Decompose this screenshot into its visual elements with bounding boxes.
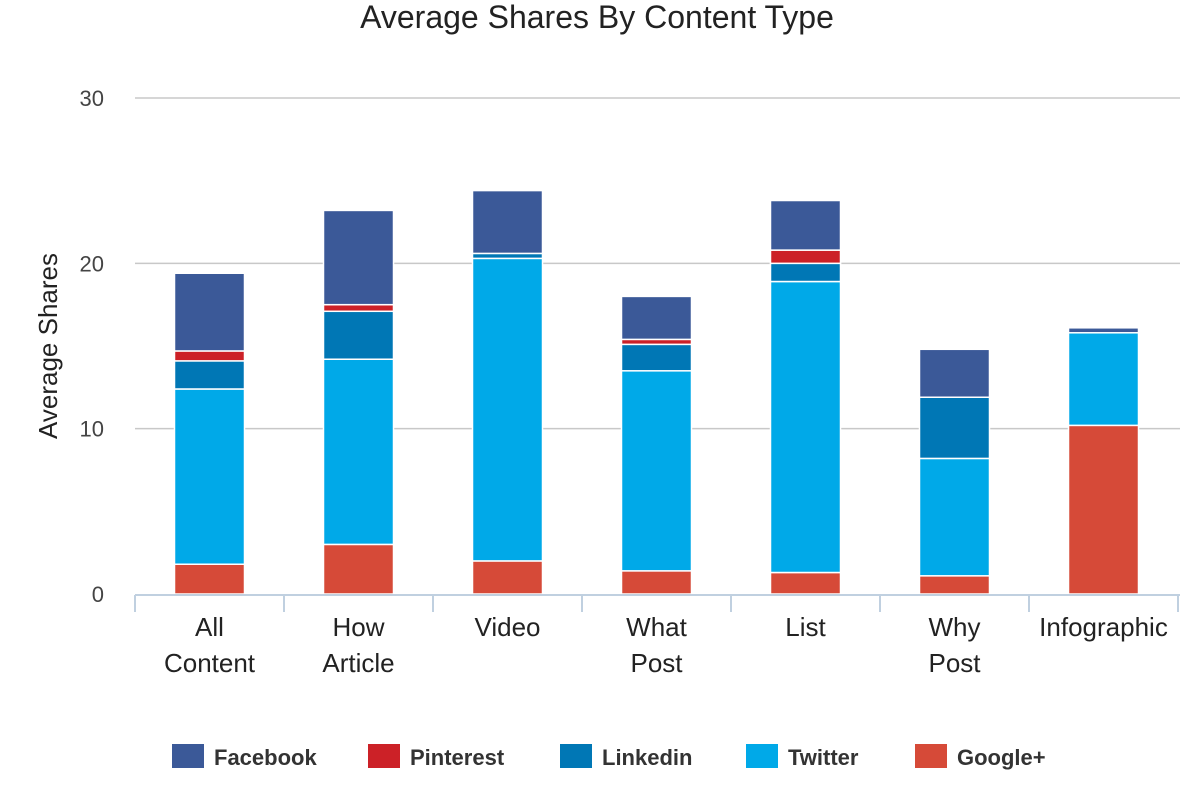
- bar-segment: [173, 388, 246, 565]
- legend-swatch: [368, 744, 400, 768]
- bar-segment: [620, 295, 693, 341]
- y-tick-label: 0: [92, 582, 104, 607]
- x-tick-label: All Content: [164, 612, 256, 678]
- y-axis-ticks: 0 10 20 30: [80, 86, 104, 607]
- legend: Facebook Pinterest Linkedin Twitter Google+: [172, 744, 1046, 770]
- bar-segment: [620, 570, 693, 595]
- x-axis-ticks: All Content How Article Video What Post List Why…: [164, 612, 1168, 678]
- bar-stack: [1067, 327, 1140, 595]
- x-tick-label: Video: [474, 612, 540, 642]
- bar-segment: [918, 457, 991, 577]
- bar-segment: [173, 563, 246, 595]
- bar-segment: [918, 575, 991, 595]
- x-axis: [134, 594, 1180, 612]
- bar-stack: [471, 189, 544, 595]
- bar-segment: [769, 280, 842, 574]
- y-tick-label: 10: [80, 417, 104, 442]
- bar-segment: [322, 358, 395, 546]
- bar-segment: [769, 249, 842, 265]
- bar-segment: [769, 571, 842, 595]
- bar-segment: [322, 209, 395, 306]
- x-tick-label: Why Post: [928, 612, 981, 678]
- y-tick-label: 30: [80, 86, 104, 111]
- legend-label: Twitter: [788, 745, 859, 770]
- bar-segment: [918, 396, 991, 460]
- x-tick-label: List: [785, 612, 826, 642]
- legend-item: Linkedin: [560, 744, 692, 770]
- bar-segment: [1067, 424, 1140, 595]
- bar-segment: [471, 560, 544, 595]
- legend-label: Linkedin: [602, 745, 692, 770]
- legend-swatch: [172, 744, 204, 768]
- bar-segment: [769, 199, 842, 251]
- legend-item: Twitter: [746, 744, 859, 770]
- bar-segment: [471, 189, 544, 255]
- x-tick-label: Infographic: [1039, 612, 1168, 642]
- bars: [173, 189, 1140, 595]
- legend-label: Pinterest: [410, 745, 505, 770]
- bar-stack: [620, 295, 693, 595]
- bar-segment: [322, 310, 395, 360]
- legend-item: Google+: [915, 744, 1046, 770]
- bar-segment: [769, 262, 842, 283]
- bar-stack: [322, 209, 395, 595]
- legend-label: Facebook: [214, 745, 317, 770]
- chart-title: Average Shares By Content Type: [360, 0, 834, 35]
- bar-segment: [1067, 327, 1140, 334]
- bar-segment: [1067, 332, 1140, 427]
- legend-swatch: [746, 744, 778, 768]
- legend-item: Facebook: [172, 744, 317, 770]
- bar-stack: [173, 272, 246, 595]
- bar-segment: [322, 303, 395, 313]
- legend-item: Pinterest: [368, 744, 505, 770]
- x-tick-label: How Article: [322, 612, 394, 678]
- bar-segment: [620, 370, 693, 572]
- bar-segment: [620, 343, 693, 372]
- y-tick-label: 20: [80, 251, 104, 276]
- legend-swatch: [560, 744, 592, 768]
- bar-segment: [173, 272, 246, 352]
- bar-segment: [173, 360, 246, 390]
- bar-segment: [173, 350, 246, 362]
- bar-segment: [322, 543, 395, 595]
- bar-segment: [471, 257, 544, 562]
- x-tick-label: What Post: [626, 612, 687, 678]
- y-axis-label: Average Shares: [33, 253, 63, 439]
- bar-stack: [918, 348, 991, 595]
- legend-label: Google+: [957, 745, 1046, 770]
- legend-swatch: [915, 744, 947, 768]
- bar-stack: [769, 199, 842, 595]
- bar-segment: [918, 348, 991, 399]
